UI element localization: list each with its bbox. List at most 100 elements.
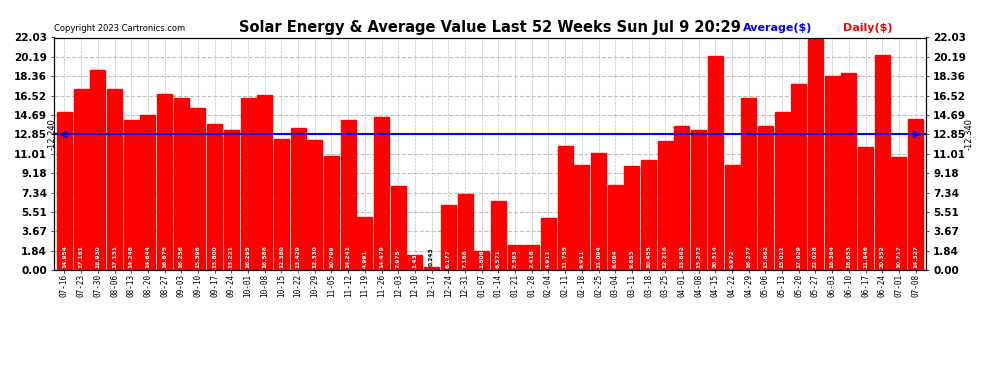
Text: 14.327: 14.327 <box>913 246 918 268</box>
Bar <box>157 94 172 270</box>
Text: 6.571: 6.571 <box>496 250 501 268</box>
Bar <box>758 126 773 270</box>
Bar <box>525 244 540 270</box>
Text: 13.272: 13.272 <box>696 246 701 268</box>
Bar <box>557 146 572 270</box>
Text: 18.384: 18.384 <box>830 246 835 268</box>
Title: Solar Energy & Average Value Last 52 Weeks Sun Jul 9 20:29: Solar Energy & Average Value Last 52 Wee… <box>240 20 741 35</box>
Text: 22.028: 22.028 <box>813 246 818 268</box>
Text: 10.455: 10.455 <box>646 246 651 268</box>
Bar <box>190 108 206 270</box>
Bar <box>708 56 723 270</box>
Text: 18.930: 18.930 <box>95 246 100 268</box>
Bar <box>257 95 272 270</box>
Text: 11.755: 11.755 <box>562 246 567 268</box>
Text: 13.429: 13.429 <box>296 246 301 268</box>
Text: 4.911: 4.911 <box>545 250 551 268</box>
Bar <box>441 205 455 270</box>
Text: 17.161: 17.161 <box>78 246 83 268</box>
Text: 14.248: 14.248 <box>129 246 134 268</box>
Bar <box>842 73 856 270</box>
Bar <box>491 201 506 270</box>
Bar <box>591 153 606 270</box>
Text: Daily($): Daily($) <box>842 23 892 33</box>
Text: Average($): Average($) <box>742 23 812 33</box>
Bar <box>90 70 105 270</box>
Text: -12.340: -12.340 <box>965 118 974 150</box>
Bar <box>908 119 923 270</box>
Text: 13.662: 13.662 <box>763 246 768 268</box>
Bar <box>73 89 89 270</box>
Text: 9.972: 9.972 <box>730 250 735 268</box>
Text: 9.911: 9.911 <box>579 250 584 268</box>
Bar <box>124 120 139 270</box>
Bar <box>374 117 389 270</box>
Text: 10.799: 10.799 <box>329 246 334 268</box>
Text: 12.380: 12.380 <box>279 246 284 268</box>
Text: 7.168: 7.168 <box>462 250 467 268</box>
Text: 6.177: 6.177 <box>446 250 450 268</box>
Bar <box>508 245 523 270</box>
Bar <box>725 165 740 270</box>
Bar <box>574 165 589 270</box>
Text: 7.975: 7.975 <box>396 250 401 268</box>
Text: 20.314: 20.314 <box>713 246 718 268</box>
Text: 16.675: 16.675 <box>162 246 167 268</box>
Text: 8.064: 8.064 <box>613 250 618 268</box>
Bar <box>791 84 806 270</box>
Text: 16.295: 16.295 <box>246 246 250 268</box>
Bar <box>541 218 556 270</box>
Bar <box>207 124 222 270</box>
Bar <box>174 99 189 270</box>
Text: 14.644: 14.644 <box>146 246 150 268</box>
Bar <box>307 140 323 270</box>
Text: 0.243: 0.243 <box>429 248 435 266</box>
Bar <box>424 267 440 270</box>
Bar <box>241 98 255 270</box>
Bar <box>774 112 790 270</box>
Bar <box>341 120 355 270</box>
Bar <box>657 141 673 270</box>
Text: 17.131: 17.131 <box>112 246 117 268</box>
Text: 14.954: 14.954 <box>62 246 67 268</box>
Text: 11.094: 11.094 <box>596 246 601 268</box>
Bar <box>808 38 823 270</box>
Bar <box>642 160 656 270</box>
Text: 15.011: 15.011 <box>779 246 785 268</box>
Bar <box>625 166 640 270</box>
Text: 16.256: 16.256 <box>179 246 184 268</box>
Bar <box>674 126 689 270</box>
Text: 2.416: 2.416 <box>530 250 535 268</box>
Bar <box>691 130 706 270</box>
Bar <box>891 157 907 270</box>
Text: 9.853: 9.853 <box>630 250 635 268</box>
Bar <box>357 217 372 270</box>
Text: -12.240: -12.240 <box>48 118 56 150</box>
Bar <box>57 112 72 270</box>
Bar <box>224 130 239 270</box>
Bar <box>742 98 756 270</box>
Bar <box>324 156 339 270</box>
Bar <box>141 116 155 270</box>
Text: 4.991: 4.991 <box>362 250 367 268</box>
Bar <box>107 89 122 270</box>
Text: 13.800: 13.800 <box>212 246 217 268</box>
Text: 13.221: 13.221 <box>229 246 234 268</box>
Text: 11.646: 11.646 <box>863 246 868 268</box>
Text: 1.431: 1.431 <box>413 250 418 268</box>
Text: Copyright 2023 Cartronics.com: Copyright 2023 Cartronics.com <box>54 24 185 33</box>
Bar <box>457 194 472 270</box>
Text: 16.588: 16.588 <box>262 246 267 268</box>
Text: 15.396: 15.396 <box>195 246 201 268</box>
Bar <box>408 255 423 270</box>
Text: 2.393: 2.393 <box>513 250 518 268</box>
Text: 16.277: 16.277 <box>746 246 751 268</box>
Text: 18.653: 18.653 <box>846 246 851 268</box>
Bar <box>608 185 623 270</box>
Text: 10.717: 10.717 <box>897 246 902 268</box>
Bar <box>858 147 873 270</box>
Bar <box>474 251 489 270</box>
Text: 12.330: 12.330 <box>312 246 318 268</box>
Text: 1.806: 1.806 <box>479 250 484 268</box>
Text: 12.216: 12.216 <box>662 246 668 268</box>
